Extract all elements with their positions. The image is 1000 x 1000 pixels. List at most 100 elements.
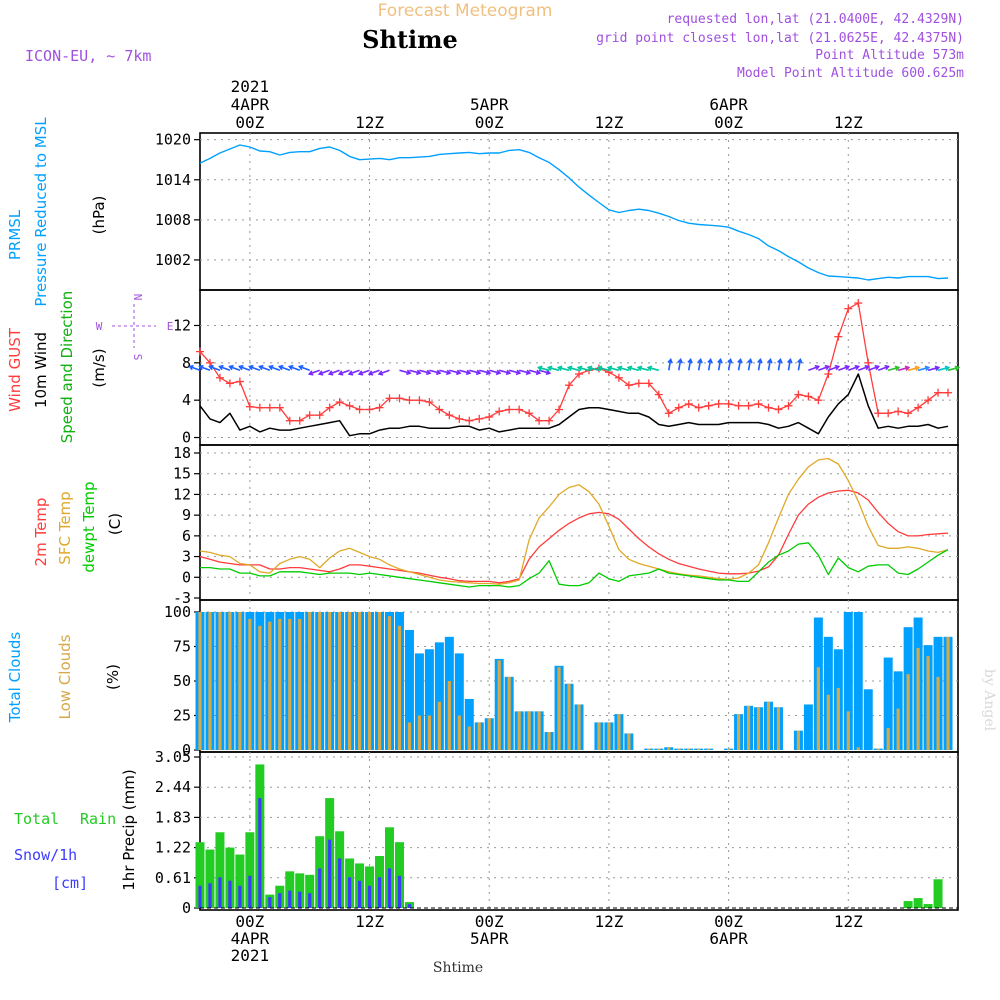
wind-direction-arrowhead xyxy=(445,369,452,376)
wind-direction-arrow xyxy=(838,365,849,372)
wind-direction-arrow xyxy=(538,369,550,374)
wind-direction-arrow xyxy=(628,366,640,372)
low-cloud-bar xyxy=(836,687,840,750)
y-tick-label: 2.44 xyxy=(155,778,191,796)
y-tick-label: 9 xyxy=(182,506,191,524)
wind-direction-arrow xyxy=(199,365,211,372)
wind-direction-arrow xyxy=(848,365,859,372)
wind-direction-arrowhead xyxy=(697,358,703,364)
y-tick-label: 0 xyxy=(182,899,191,917)
low-cloud-bar xyxy=(727,748,731,750)
wind-direction-arrow xyxy=(877,365,889,372)
y-tick-label: 0 xyxy=(182,429,191,447)
wind-direction-arrowhead xyxy=(747,358,753,364)
low-cloud-bar xyxy=(906,674,910,750)
wind-direction-arrowhead xyxy=(455,369,462,376)
precip-unit: 1hr Precip (mm) xyxy=(120,769,138,890)
chart-title: Forecast Meteogram xyxy=(378,1,553,21)
wind-direction-arrow xyxy=(727,359,732,371)
wind-direction-arrowhead xyxy=(556,365,563,371)
wind-direction-arrow xyxy=(927,366,939,372)
wind-direction-arrow xyxy=(907,366,919,372)
wind-direction-arrow xyxy=(508,369,521,374)
rain-bar xyxy=(385,827,394,908)
low-cloud-bar xyxy=(248,618,252,750)
low-cloud-bar xyxy=(856,747,860,750)
low-cloud-bar xyxy=(597,722,601,750)
y-tick-label: 1008 xyxy=(155,211,191,229)
y-tick-label: 0 xyxy=(182,741,191,759)
wind-direction-arrowhead xyxy=(198,364,204,371)
pressure-label: PRMSL xyxy=(6,209,24,260)
low-cloud-bar xyxy=(328,612,332,750)
wind-direction-arrow xyxy=(528,369,540,374)
low-cloud-bar xyxy=(208,612,212,750)
low-cloud-bar xyxy=(876,748,880,750)
wind-direction-arrowhead xyxy=(727,358,733,364)
wind-direction-arrow xyxy=(558,366,570,372)
snow-bar xyxy=(387,868,392,908)
low-cloud-bar xyxy=(627,733,631,750)
wind-direction-arrow xyxy=(647,366,659,372)
rain-bar xyxy=(923,904,933,908)
compass-e: E xyxy=(167,320,174,333)
low-cloud-bar xyxy=(557,667,561,750)
y-tick-label: 1020 xyxy=(155,131,191,149)
wind-direction-arrow xyxy=(598,366,610,372)
wind-direction-arrowhead xyxy=(616,365,623,371)
low-cloud-bar xyxy=(258,625,262,750)
wind-direction-arrowhead xyxy=(626,365,633,371)
snow-bar xyxy=(357,880,362,908)
wind-direction-arrow xyxy=(637,366,650,372)
wind-direction-arrowhead xyxy=(307,370,314,376)
temp-line-2m-temp xyxy=(199,489,949,584)
snow-bar xyxy=(377,877,382,908)
top-time-label: 12Z xyxy=(594,113,623,132)
rain-bar xyxy=(903,901,913,908)
wind-direction-arrow xyxy=(608,366,620,372)
wind-direction-arrowhead xyxy=(844,364,851,371)
wind-direction-arrow xyxy=(707,359,712,371)
rain-bar xyxy=(205,849,215,908)
low-cloud-bar xyxy=(527,711,531,750)
low-cloud-bar xyxy=(736,714,741,750)
low-cloud-bar xyxy=(298,618,302,750)
wind-direction-arrowhead xyxy=(416,369,422,376)
wind-direction-arrowhead xyxy=(545,369,552,376)
wind-direction-arrow xyxy=(857,365,869,372)
snow-bar xyxy=(208,883,212,908)
snow-bar xyxy=(308,893,312,908)
low-cloud-bar xyxy=(687,748,691,750)
wind-direction-arrowhead xyxy=(566,365,573,371)
rain-bar xyxy=(225,847,235,908)
bottom-time-label: 2021 xyxy=(231,946,270,965)
rain-bar xyxy=(933,879,943,908)
low-cloud-bar xyxy=(617,714,621,750)
snow-bar xyxy=(407,904,412,908)
wind-direction-arrow xyxy=(499,369,511,374)
wind-direction-arrowhead xyxy=(537,365,543,371)
wind-direction-arrowhead xyxy=(814,364,821,371)
low-cloud-bar xyxy=(776,707,781,750)
wind-direction-arrowhead xyxy=(934,365,941,371)
low-cloud-bar xyxy=(427,715,431,750)
wind-direction-arrowhead xyxy=(298,364,304,371)
top-time-label: 5APR xyxy=(470,95,509,114)
wind-direction-arrow xyxy=(399,369,411,374)
wind-direction-arrow xyxy=(319,369,330,375)
wind-direction-arrowhead xyxy=(687,358,693,364)
wind-direction-arrowhead xyxy=(797,358,803,364)
y-tick-label: 3.05 xyxy=(155,748,191,766)
total-cloud-bar xyxy=(404,629,414,750)
low-cloud-bar xyxy=(537,711,541,750)
wind-direction-arrow xyxy=(489,369,501,374)
low-cloud-bar xyxy=(946,636,950,750)
low-cloud-bar xyxy=(447,681,451,750)
wind-direction-arrowhead xyxy=(944,365,951,371)
wind-direction-arrow xyxy=(338,369,350,375)
wind-direction-arrowhead xyxy=(268,364,274,371)
rain-bar xyxy=(305,874,315,908)
pressure-unit: (hPa) xyxy=(90,196,108,235)
total-cloud-bar xyxy=(853,612,863,750)
